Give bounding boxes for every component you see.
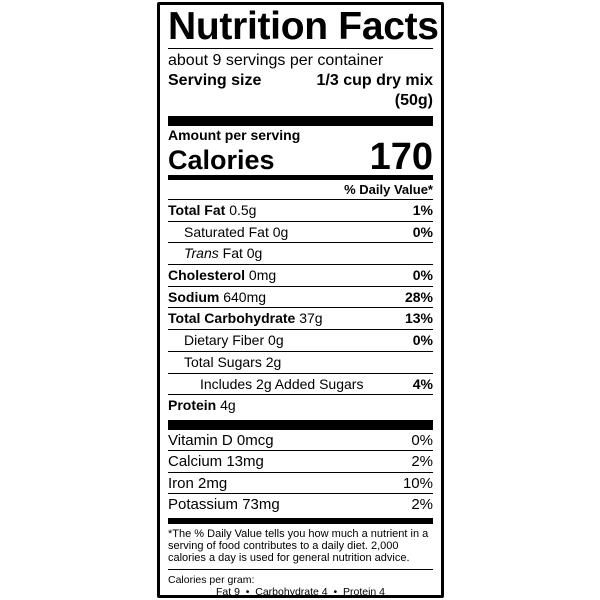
vitamin-dv: 10% [402, 474, 433, 492]
nutrient-name: Protein [168, 397, 217, 414]
vitamin-row: Iron 2mg 10% [168, 473, 433, 495]
vitamin-dv: 2% [411, 496, 433, 514]
nutrient-dv: 28% [404, 288, 433, 305]
divider-medium [168, 517, 433, 524]
nutrient-name: Sodium [168, 288, 220, 305]
nutrient-dv: 13% [404, 310, 433, 327]
nutrient-row-dietary-fiber: Dietary Fiber 0g 0% [168, 330, 433, 352]
nutrient-row-protein: Protein 4g [168, 395, 433, 417]
nutrient-row-total-carbohydrate: Total Carbohydrate 37g 13% [168, 308, 433, 331]
serving-size-label: Serving size [168, 72, 262, 89]
nutrient-name: Saturated Fat [184, 223, 269, 240]
servings-per-container: about 9 servings per container [168, 52, 384, 69]
nutrient-amount: 4g [220, 397, 236, 414]
nutrient-dv: 4% [412, 375, 433, 392]
divider-thick [168, 116, 433, 126]
nutrient-amount: 0.5g [229, 202, 257, 218]
nutrient-name: Cholesterol [168, 267, 246, 284]
vitamin-name: Vitamin D 0mcg [168, 431, 274, 449]
vitamin-dv: 2% [411, 453, 433, 471]
nutrient-row-sodium: Sodium 640mg 28% [168, 287, 433, 309]
nutrient-amount: 0g [272, 223, 289, 240]
nutrient-row-cholesterol: Cholesterol 0mg 0% [168, 265, 433, 287]
vitamin-name: Iron 2mg [168, 474, 228, 492]
calories-per-gram-label: Calories per gram: [168, 573, 255, 586]
nutrient-name: Dietary Fiber [184, 332, 265, 349]
nutrition-facts-label: Nutrition Facts about 9 servings per con… [157, 2, 444, 598]
nutrient-dv: 0% [412, 267, 433, 284]
divider-thick [168, 419, 433, 430]
nutrient-name: Includes 2g Added Sugars [200, 375, 364, 392]
vitamin-dv: 0% [411, 431, 433, 449]
nutrient-amount: 0mg [248, 267, 277, 284]
calories-label: Calories [168, 145, 275, 175]
nutrient-name: Total Fat [168, 202, 226, 218]
nutrient-amount: 37g [299, 310, 323, 327]
nutrient-amount: 2g [265, 353, 282, 370]
nutrient-row-trans-fat: Trans Fat 0g [168, 243, 433, 266]
nutrient-amount: 0g [268, 332, 284, 349]
nutrient-dv: 0% [412, 223, 433, 240]
divider-medium [168, 175, 433, 180]
calories-row: Calories 170 [168, 138, 433, 176]
vitamin-row: Calcium 13mg 2% [168, 451, 433, 473]
vitamin-row: Vitamin D 0mcg 0% [168, 430, 433, 452]
nutrient-name: Trans [184, 245, 219, 262]
nutrient-name: Total Sugars [184, 353, 262, 370]
daily-value-footnote: *The % Daily Value tells you how much a … [168, 524, 433, 570]
calories-per-gram-values: Fat 9 • Carbohydrate 4 • Protein 4 [215, 585, 386, 598]
nutrient-dv: 1% [412, 202, 433, 218]
nutrient-row-saturated-fat: Saturated Fat 0g 0% [168, 222, 433, 244]
vitamin-name: Potassium 73mg [168, 496, 280, 514]
vitamin-name: Calcium 13mg [168, 453, 264, 471]
serving-size-grams: (50g) [394, 92, 433, 109]
calories-value: 170 [369, 136, 433, 178]
nutrient-row-total-fat: Total Fat 0.5g 1% [168, 200, 433, 222]
nutrient-amount: 640mg [223, 288, 267, 305]
nutrient-name: Total Carbohydrate [168, 310, 296, 327]
amount-per-serving: Amount per serving [168, 127, 301, 143]
vitamin-row: Potassium 73mg 2% [168, 494, 433, 516]
label-title: Nutrition Facts [168, 5, 439, 49]
nutrient-dv: 0% [412, 332, 433, 349]
serving-size-value: 1/3 cup dry mix [316, 72, 434, 89]
nutrient-row-total-sugars: Total Sugars 2g [168, 352, 433, 374]
daily-value-header: % Daily Value* [168, 180, 433, 200]
nutrient-amount: Fat 0g [222, 245, 263, 262]
serving-size: Serving size 1/3 cup dry mix [168, 71, 433, 91]
nutrient-row-added-sugars: Includes 2g Added Sugars 4% [168, 374, 433, 396]
